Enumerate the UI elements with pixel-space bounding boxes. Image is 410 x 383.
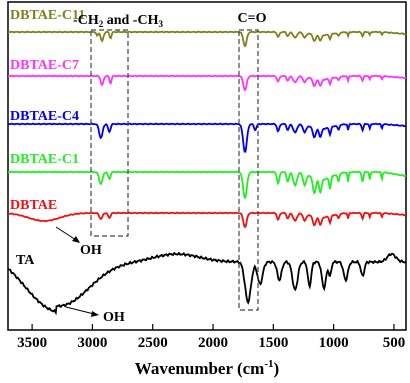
x-tick-label: 1000 [319,335,349,351]
series-line [7,251,407,316]
oh-arrow-dbtae [55,226,77,241]
series-label: TA [16,253,35,268]
x-tick-label: 3000 [77,335,107,351]
series-line [8,30,407,47]
series-line [8,74,407,91]
series-labels: DBTAE-C11 DBTAE-C7 DBTAE-C4 DBTAE-C1 DBTAE TA [10,8,85,268]
x-axis-title: Wavenumber (cm-1) [135,358,279,378]
oh-arrowhead-dbtae [72,236,80,243]
series-line [8,211,407,228]
x-tick-label: 2500 [138,335,168,351]
series-line [8,122,407,153]
x-tick-label: 3500 [17,335,47,351]
x-tick-label: 500 [383,335,406,351]
oh-label-ta: OH [103,310,125,325]
series-label: DBTAE-C11 [10,8,85,23]
x-tick-label: 2000 [198,335,228,351]
ch-region-label: -CH2 and -CH3 [73,13,163,29]
series-label: DBTAE [10,198,57,213]
oh-label-dbtae: OH [80,243,102,258]
series-line [8,170,406,199]
series-label: DBTAE-C4 [10,109,79,124]
x-axis: 3500 3000 2500 2000 1500 1000 500 [17,324,405,351]
oh-arrowhead-ta [91,311,99,317]
ch-region-box [90,29,129,237]
series-label: DBTAE-C1 [10,152,79,167]
x-tick-label: 1500 [258,335,288,351]
series-label: DBTAE-C7 [10,58,79,73]
co-region-label: C=O [238,11,267,26]
plot-frame [7,1,407,331]
co-region-box [238,29,259,311]
oh-arrow-ta [65,306,95,315]
spectra [7,30,407,316]
